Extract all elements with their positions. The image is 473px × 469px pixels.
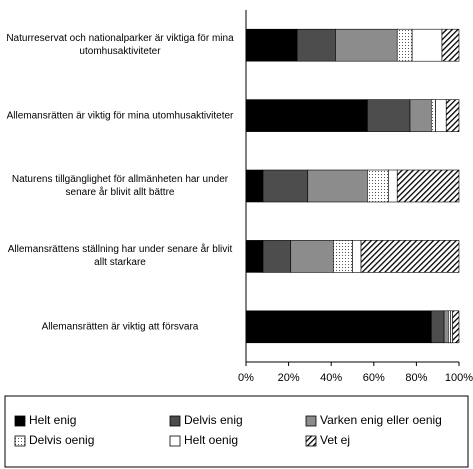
bar-segment xyxy=(448,310,451,344)
bar-segment xyxy=(445,99,460,132)
category-label: Naturens tillgänglighet för allmänheten … xyxy=(11,174,229,198)
legend-label: Helt enig xyxy=(29,413,76,427)
bar-segment xyxy=(396,28,413,62)
category-label: Allemansrätten är viktig för mina utomhu… xyxy=(6,110,234,122)
legend-swatch xyxy=(305,415,317,427)
category-label: Allemansrätten är viktig att försvara xyxy=(41,321,199,333)
bar-segment xyxy=(388,169,398,203)
legend-label: Delvis oenig xyxy=(29,433,94,447)
bar-segment xyxy=(441,28,460,62)
bar-segment xyxy=(435,99,447,132)
bar-segment xyxy=(245,99,368,132)
bar-segment xyxy=(245,28,298,62)
bar-segment xyxy=(431,310,445,344)
x-tick-label: 100% xyxy=(445,372,473,384)
bar-segment xyxy=(245,169,264,203)
category-label: Naturreservat och nationalparker är vikt… xyxy=(6,33,234,58)
legend-label: Vet ej xyxy=(320,433,350,447)
bar-segment xyxy=(360,240,460,273)
bar-segment xyxy=(335,28,398,62)
x-tick-label: 0% xyxy=(238,372,254,384)
bar-segment xyxy=(396,169,460,203)
bar-segment xyxy=(296,28,336,62)
legend-swatch xyxy=(169,415,181,427)
bar-segment xyxy=(452,310,460,344)
bar-segment xyxy=(431,99,436,132)
bar-segment xyxy=(245,310,432,344)
bar-segment xyxy=(352,240,362,273)
bar-segment xyxy=(245,240,264,273)
bar-segment xyxy=(411,28,443,62)
legend-swatch xyxy=(14,435,26,447)
x-tick-label: 80% xyxy=(405,372,427,384)
bar-segment xyxy=(450,310,453,344)
category-label: Allemansrättens ställning har under sena… xyxy=(7,244,233,269)
bar-segment xyxy=(367,99,411,132)
bar-segment xyxy=(333,240,353,273)
legend-label: Helt oenig xyxy=(184,433,238,447)
bar-segment xyxy=(307,169,368,203)
bar-segment xyxy=(262,240,292,273)
legend-swatch xyxy=(14,415,26,427)
legend-label: Delvis enig xyxy=(184,413,243,427)
bar-segment xyxy=(290,240,334,273)
bar-segment xyxy=(409,99,432,132)
x-tick-label: 40% xyxy=(320,372,342,384)
bar-segment xyxy=(367,169,390,203)
legend-swatch xyxy=(305,435,317,447)
bar-segment xyxy=(262,169,309,203)
legend-label: Varken enig eller oenig xyxy=(320,413,442,427)
legend-box xyxy=(4,395,469,468)
x-tick-label: 60% xyxy=(363,372,385,384)
legend-swatch xyxy=(169,435,181,447)
x-tick-label: 20% xyxy=(278,372,300,384)
bar-segment xyxy=(443,310,449,344)
